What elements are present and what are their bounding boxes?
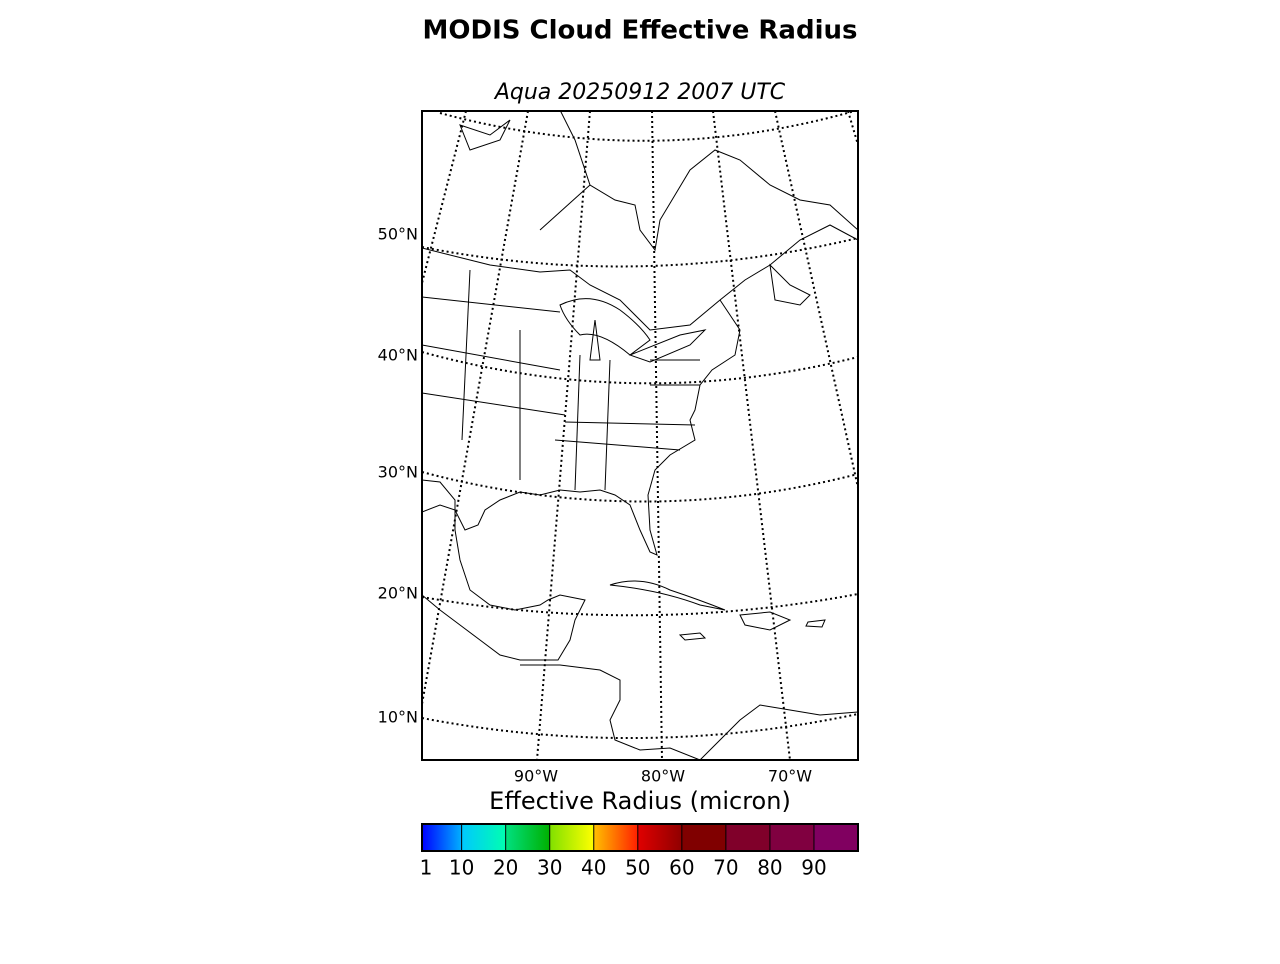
- map-frame: [421, 110, 859, 761]
- lat-label: 50°N: [378, 225, 418, 244]
- lat-label: 40°N: [378, 346, 418, 365]
- colorbar-segment: [505, 824, 550, 851]
- colorbar-tick-label: 10: [449, 856, 474, 880]
- colorbar-label: Effective Radius (micron): [489, 787, 791, 815]
- colorbar-segment: [769, 824, 814, 851]
- borders: [422, 184, 700, 491]
- colorbar-tick-label: 30: [537, 856, 562, 880]
- title: MODIS Cloud Effective Radius: [423, 16, 858, 46]
- colorbar-segment: [681, 824, 726, 851]
- lon-label: 70°W: [768, 767, 812, 786]
- colorbar-tick-label: 1: [420, 856, 433, 880]
- colorbar-segment: [461, 824, 506, 851]
- colorbar-segment: [637, 824, 682, 851]
- colorbar-segment: [549, 824, 594, 851]
- colorbar-tick-label: 80: [757, 856, 782, 880]
- graticule: [422, 111, 858, 760]
- colorbar-tick-label: 90: [801, 856, 826, 880]
- colorbar-segment: [725, 824, 770, 851]
- colorbar-segment: [422, 824, 462, 851]
- colorbar-tick-label: 70: [713, 856, 738, 880]
- colorbar-segment: [593, 824, 638, 851]
- map-lines: [422, 111, 858, 760]
- colorbar-tick-label: 40: [581, 856, 606, 880]
- lat-label: 10°N: [378, 708, 418, 727]
- colorbar-tick-label: 20: [493, 856, 518, 880]
- colorbar-segment: [813, 824, 858, 851]
- lon-label: 80°W: [641, 767, 685, 786]
- lat-label: 20°N: [378, 584, 418, 603]
- lon-label: 90°W: [514, 767, 558, 786]
- coastlines: [422, 111, 858, 760]
- colorbar-tick-label: 60: [669, 856, 694, 880]
- colorbar-tick-label: 50: [625, 856, 650, 880]
- subtitle: Aqua 20250912 2007 UTC: [493, 80, 786, 105]
- lat-label: 30°N: [378, 463, 418, 482]
